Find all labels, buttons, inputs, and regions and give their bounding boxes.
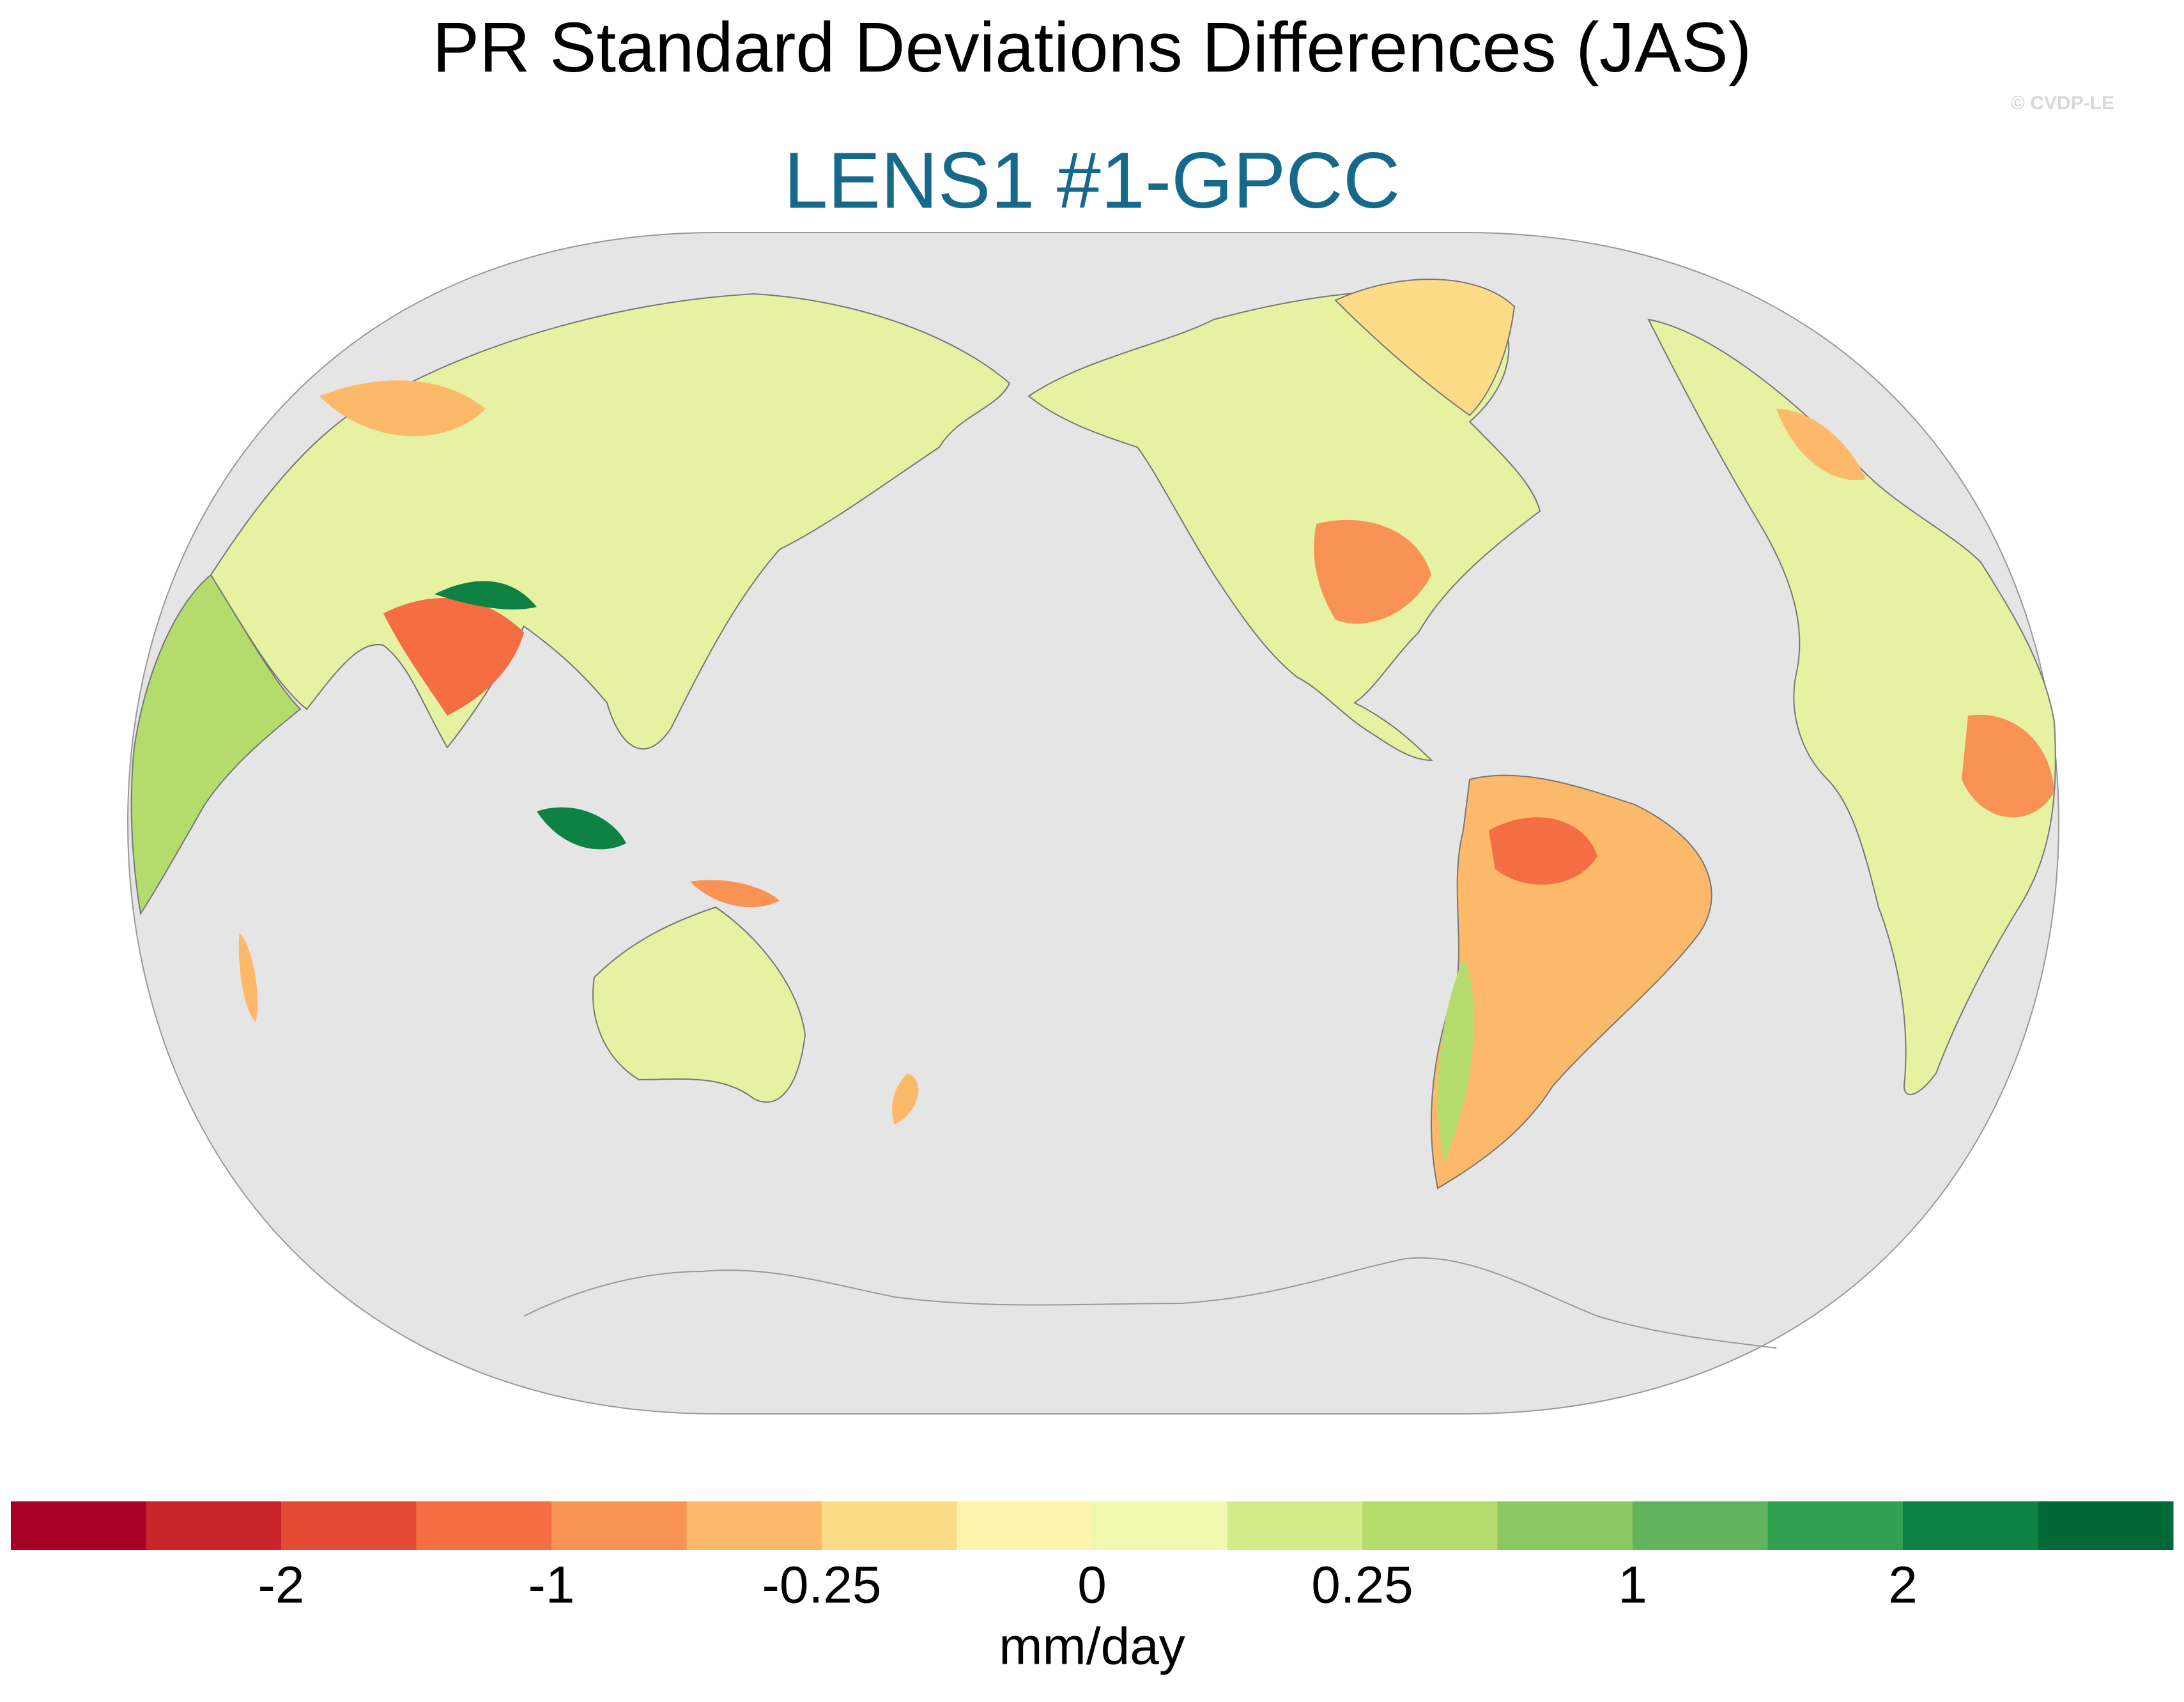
map <box>127 232 2060 1414</box>
colorbar-tick-label: -1 <box>528 1556 575 1614</box>
land <box>130 574 302 916</box>
colorbar-swatch <box>822 1501 957 1550</box>
colorbar-swatch <box>1633 1501 1768 1550</box>
colorbar-tick-label: -0.25 <box>762 1556 882 1614</box>
land-anomaly <box>434 581 537 610</box>
colorbar-swatch <box>1903 1501 2038 1550</box>
colorbar-swatch <box>1227 1501 1363 1550</box>
colorbar-swatch <box>146 1501 282 1550</box>
land-anomaly <box>1962 714 2054 818</box>
land <box>1647 318 2056 1096</box>
title: PR Standard Deviations Differences (JAS) <box>433 8 1751 87</box>
colorbar-tick-label: 0 <box>1077 1556 1107 1614</box>
colorbar-swatch <box>416 1501 552 1550</box>
colorbar-swatch <box>551 1501 687 1550</box>
coastline <box>523 1257 1777 1349</box>
colorbar-swatch <box>1092 1501 1227 1550</box>
colorbar-swatch <box>957 1501 1093 1550</box>
land <box>592 906 806 1103</box>
land-anomaly <box>1314 519 1431 624</box>
colorbar-swatch <box>1767 1501 1903 1550</box>
colorbar-tick-label: -2 <box>258 1556 305 1614</box>
land <box>238 933 258 1022</box>
land-anomaly <box>1776 409 1866 480</box>
colorbar-swatch <box>11 1501 146 1550</box>
land-anomaly <box>1489 817 1597 885</box>
land <box>1334 279 1516 417</box>
colorbar-swatch <box>1497 1501 1633 1550</box>
colorbar-swatch <box>281 1501 417 1550</box>
colorbar-swatch <box>1362 1501 1498 1550</box>
land-anomaly <box>383 598 524 716</box>
colorbar-swatch <box>686 1501 822 1550</box>
colorbar-tick-label: 1 <box>1618 1556 1647 1614</box>
land <box>892 1073 919 1124</box>
land <box>690 880 780 907</box>
credit: © CVDP-LE <box>2011 93 2114 114</box>
land-anomaly <box>319 380 486 436</box>
colorbar-label: mm/day <box>999 1618 1185 1676</box>
colorbar-tick-label: 2 <box>1888 1556 1918 1614</box>
colorbar-swatch <box>2038 1501 2174 1550</box>
subtitle: LENS1 #1-GPCC <box>784 137 1401 225</box>
colorbar: -2 -1 -0.25 0 0.25 1 2 <box>11 1501 2174 1614</box>
colorbar-tick-label: 0.25 <box>1311 1556 1413 1614</box>
land-anomaly <box>1438 958 1474 1163</box>
land-anomaly <box>537 807 626 850</box>
